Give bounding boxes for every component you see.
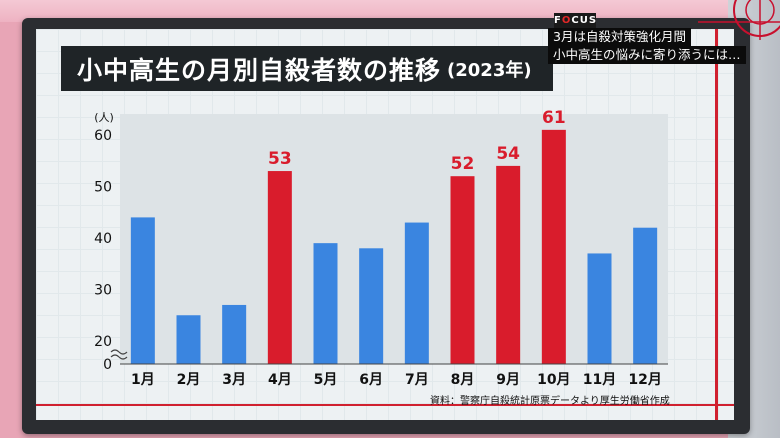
bar — [176, 315, 201, 364]
data-label: 53 — [268, 149, 292, 169]
x-tick-label: 9月 — [496, 372, 520, 388]
y-axis-label: (人) — [94, 111, 114, 124]
x-tick-label: 11月 — [583, 372, 616, 388]
screen-red-rule-vertical — [715, 29, 718, 420]
plot-area — [120, 114, 668, 364]
x-tick-label: 8月 — [451, 372, 475, 388]
bar — [633, 227, 658, 364]
news-caption-line1: 3月は自殺対策強化月間 — [548, 28, 691, 46]
x-tick-label: 7月 — [405, 372, 429, 388]
y-tick-label: 50 — [94, 180, 112, 196]
data-label: 52 — [451, 154, 475, 174]
target-crosshair-icon — [698, 0, 780, 40]
y-tick-label: 30 — [94, 283, 112, 299]
x-tick-label: 2月 — [177, 372, 201, 388]
bar — [404, 222, 429, 364]
y-tick-label: 40 — [94, 231, 112, 247]
x-tick-label: 10月 — [537, 372, 570, 388]
x-tick-label: 4月 — [268, 372, 292, 388]
bar — [267, 171, 292, 364]
x-tick-label: 5月 — [314, 372, 338, 388]
y-tick-label-zero: 0 — [103, 357, 112, 373]
data-label: 54 — [496, 144, 520, 164]
bar — [541, 129, 566, 364]
x-tick-label: 12月 — [628, 372, 661, 388]
x-tick-label: 1月 — [131, 372, 155, 388]
data-label: 61 — [542, 108, 566, 128]
bar — [222, 304, 247, 364]
chart-subtitle: (2023年) — [447, 59, 532, 81]
chart-source-note: 資料：警察庁自殺統計原票データより厚生労働省作成 — [430, 396, 670, 407]
news-caption-line2: 小中高生の悩みに寄り添うには… — [548, 46, 746, 64]
bar — [130, 217, 155, 364]
chart-title: 小中高生の月別自殺者数の推移 — [77, 55, 442, 85]
bar — [450, 176, 475, 364]
bar — [496, 165, 521, 364]
x-tick-label: 3月 — [222, 372, 246, 388]
program-logo: FOCUS — [554, 13, 598, 28]
axis-break-icon — [110, 349, 128, 360]
bar — [359, 248, 384, 364]
x-tick-label: 6月 — [359, 372, 383, 388]
bar — [313, 243, 338, 364]
y-tick-label: 20 — [94, 334, 112, 350]
y-tick-label: 60 — [94, 128, 112, 144]
chart-title-box: 小中高生の月別自殺者数の推移 (2023年) — [61, 46, 553, 91]
screen-red-rule-horizontal — [36, 404, 734, 406]
bar — [587, 253, 612, 364]
